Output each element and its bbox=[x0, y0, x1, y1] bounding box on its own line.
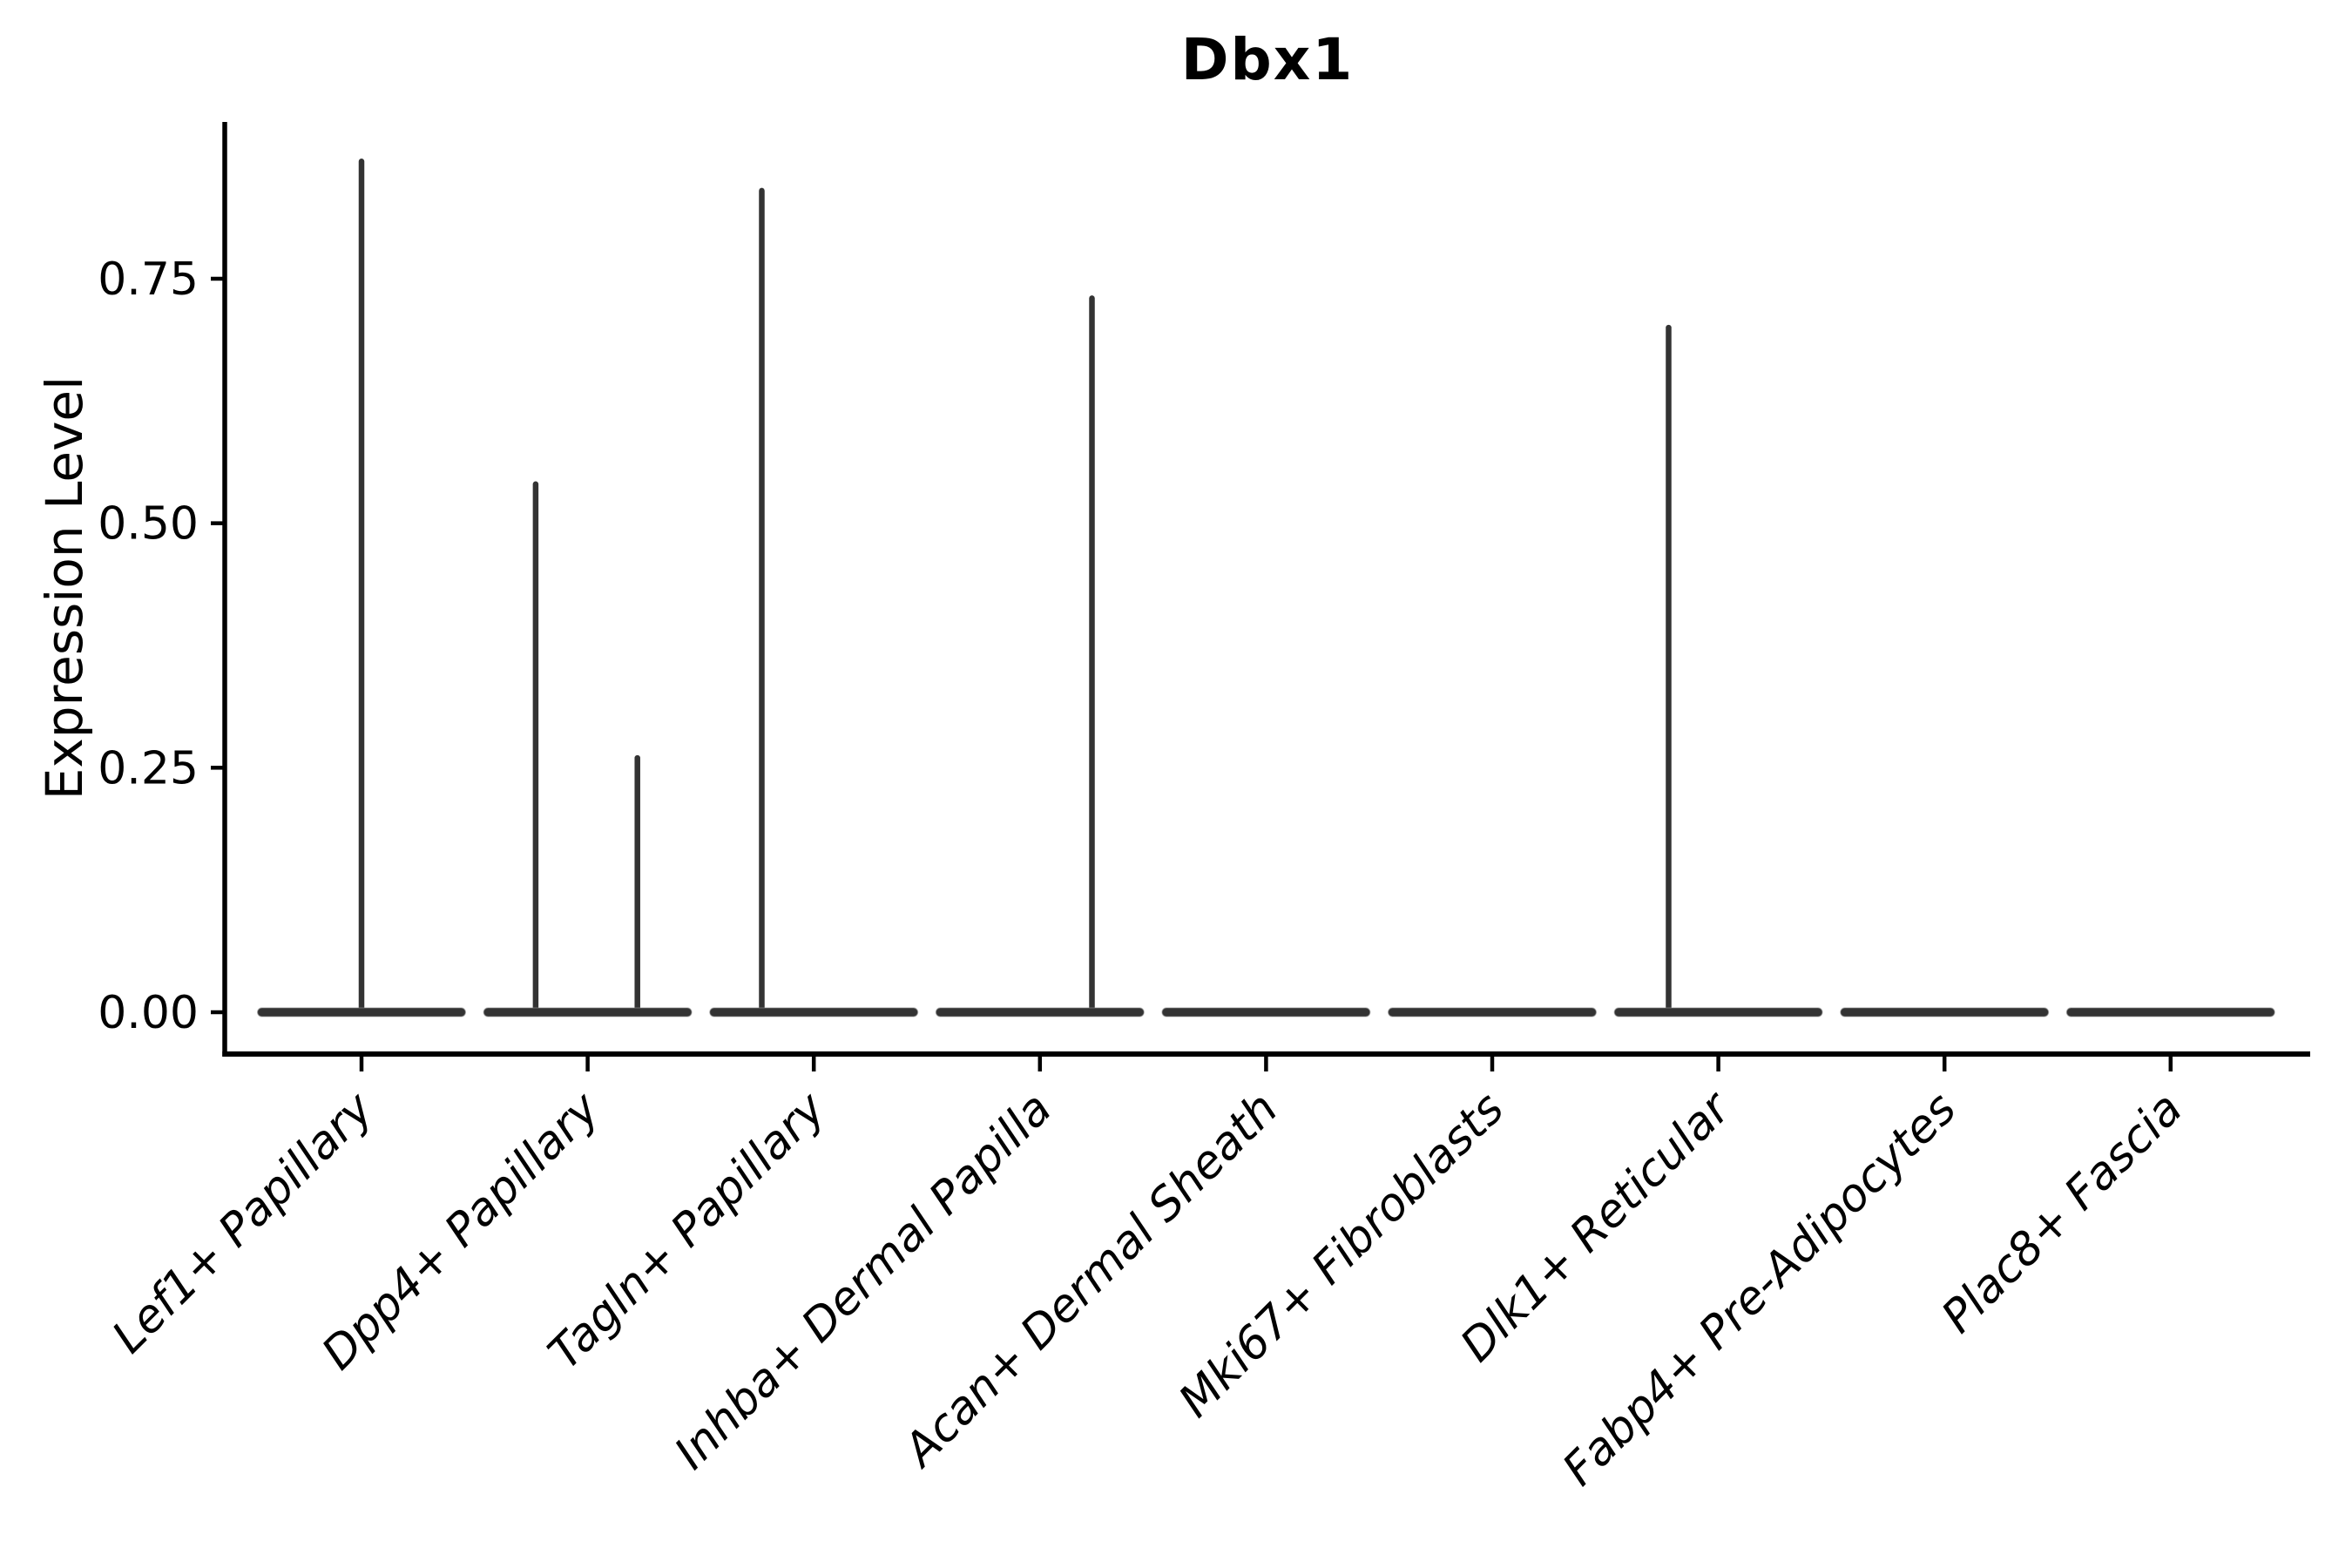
violin-body-acan-dermal-sheath bbox=[1161, 1007, 1371, 1017]
violin-body-mki67-fibroblasts bbox=[1387, 1007, 1598, 1017]
violin-body-dpp4-papillary bbox=[483, 1007, 693, 1017]
x-tick-label-inhba-dermal-papilla: Inhba+ Dermal Papilla bbox=[665, 1083, 1062, 1480]
y-tick-label-0.75: 0.75 bbox=[98, 253, 199, 306]
x-tick-label-acan-dermal-sheath: Acan+ Dermal Sheath bbox=[893, 1083, 1288, 1478]
y-tick-label-0.25: 0.25 bbox=[98, 742, 199, 794]
x-tick-label-plac8-fascia: Plac8+ Fascia bbox=[1932, 1083, 2193, 1343]
violin-body-fabp4-pre-adipocytes bbox=[1840, 1007, 2050, 1017]
x-tick-label-fabp4-pre-adipocytes: Fabp4+ Pre-Adipocytes bbox=[1553, 1083, 1967, 1497]
violin-body-tagln-papillary bbox=[709, 1007, 919, 1017]
violin-body-dlk1-reticular bbox=[1613, 1007, 1823, 1017]
y-tick-label-0.00: 0.00 bbox=[98, 987, 199, 1039]
violin-body-lef1-papillary bbox=[256, 1007, 467, 1017]
y-tick-label-0.50: 0.50 bbox=[98, 498, 199, 551]
violin-body-plac8-fascia bbox=[2065, 1007, 2275, 1017]
violin-body-inhba-dermal-papilla bbox=[935, 1007, 1145, 1017]
plot-title: Dbx1 bbox=[1180, 26, 1355, 93]
